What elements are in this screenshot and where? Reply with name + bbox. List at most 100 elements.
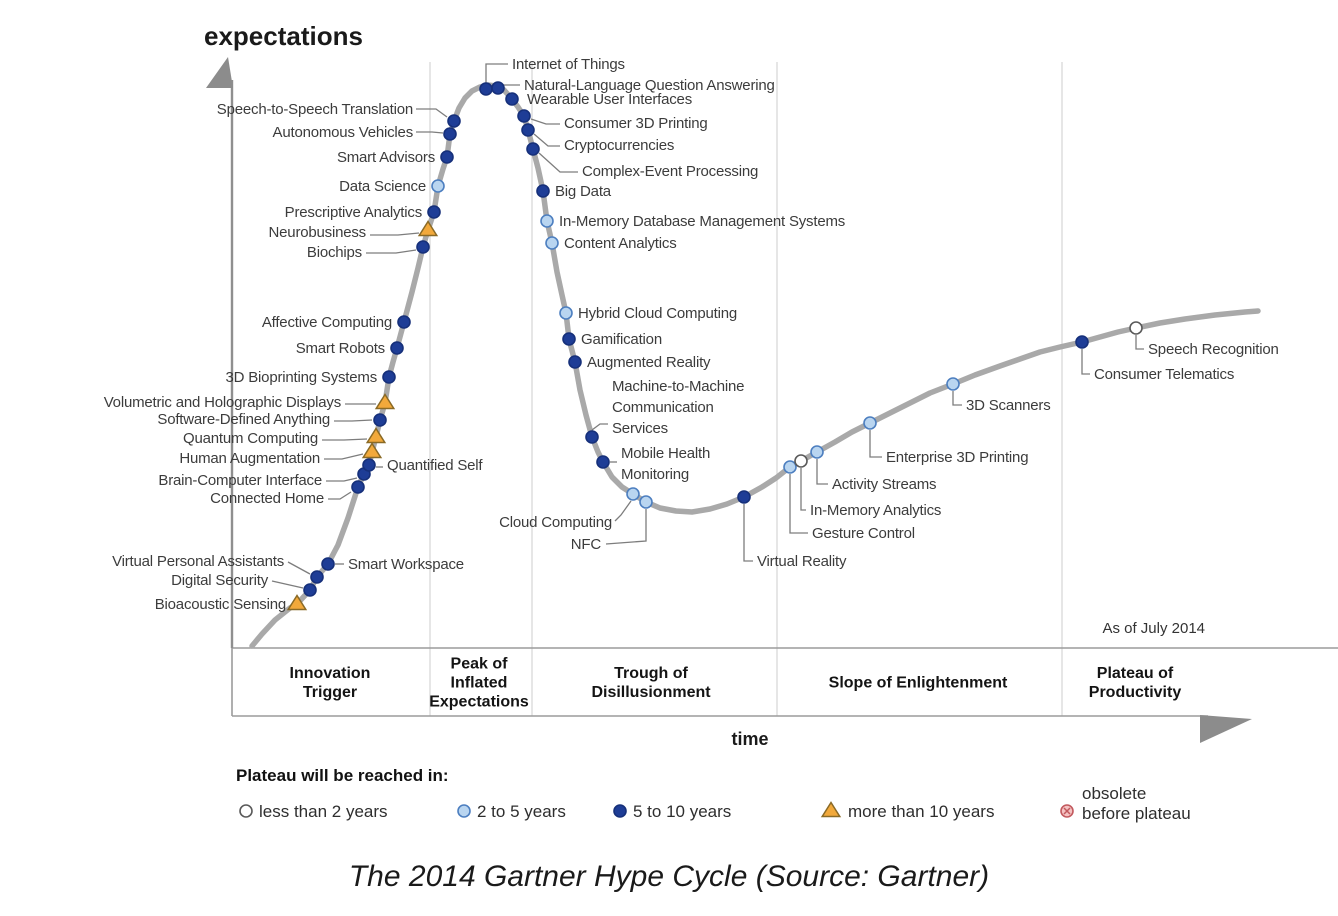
leader-machine-to-machine-communication-services [591, 423, 608, 431]
as-of-date: As of July 2014 [1102, 620, 1205, 637]
label-gamification: Gamification [581, 331, 662, 348]
marker-bioacoustic-sensing [286, 594, 308, 611]
label-quantified-self: Quantified Self [387, 457, 483, 474]
label-consumer-telematics: Consumer Telematics [1094, 366, 1234, 383]
label-virtual-reality: Virtual Reality [757, 553, 847, 570]
phase-label-plateau-of-productivity: Plateau of Productivity [1089, 665, 1182, 701]
marker-complex-event-processing [526, 142, 540, 156]
label-virtual-personal-assistants: Virtual Personal Assistants [112, 553, 284, 570]
marker-cloud-computing [626, 487, 640, 501]
legend-less-than-2-years-icon [239, 804, 253, 818]
leader-speech-recognition [1135, 335, 1144, 350]
label-cloud-computing: Cloud Computing [499, 514, 612, 531]
marker-virtual-personal-assistants [310, 570, 324, 584]
marker-volumetric-and-holographic-displays [374, 393, 396, 410]
marker-cryptocurrencies [521, 123, 535, 137]
legend-label-5-to-10-years: 5 to 10 years [633, 802, 731, 821]
leader-complex-event-processing [538, 152, 578, 173]
leader-software-defined-anything [334, 419, 373, 422]
leader-quantum-computing [322, 438, 368, 441]
marker-gamification [562, 332, 576, 346]
marker-affective-computing [397, 315, 411, 329]
label-affective-computing: Affective Computing [262, 314, 392, 331]
leader-virtual-personal-assistants [287, 561, 311, 575]
leader-cryptocurrencies [533, 133, 560, 147]
label-smart-advisors: Smart Advisors [337, 149, 435, 166]
label-natural-language-question-answering: Natural-Language Question Answering [524, 77, 775, 94]
x-axis-label: time [731, 729, 768, 749]
leader-nfc [605, 509, 647, 545]
marker-prescriptive-analytics [427, 205, 441, 219]
leader-internet-of-things [485, 63, 508, 85]
marker-nfc [639, 495, 653, 509]
label-speech-to-speech-translation: Speech-to-Speech Translation [217, 101, 413, 118]
leader-autonomous-vehicles [416, 131, 444, 134]
marker-human-augmentation [361, 442, 383, 459]
leader-activity-streams [816, 459, 828, 485]
label-cryptocurrencies: Cryptocurrencies [564, 137, 674, 154]
label-software-defined-anything: Software-Defined Anything [157, 411, 330, 428]
marker-mobile-health-monitoring [596, 455, 610, 469]
marker-machine-to-machine-communication-services [585, 430, 599, 444]
marker-augmented-reality [568, 355, 582, 369]
leader-consumer-3d-printing [530, 118, 560, 125]
legend-more-than-10-years-icon [820, 801, 842, 818]
label-complex-event-processing: Complex-Event Processing [582, 163, 758, 180]
marker-neurobusiness [417, 220, 439, 237]
marker-consumer-telematics [1075, 335, 1089, 349]
phase-label-slope-of-enlightenment: Slope of Enlightenment [829, 675, 1008, 692]
leader-enterprise-3d-printing [869, 430, 882, 458]
label-digital-security: Digital Security [171, 572, 269, 589]
label-smart-workspace: Smart Workspace [348, 556, 464, 573]
legend-5-to-10-years-icon [613, 804, 627, 818]
label-3d-scanners: 3D Scanners [966, 397, 1051, 414]
legend-label-more-than-10-years: more than 10 years [848, 802, 994, 821]
label-augmented-reality: Augmented Reality [587, 354, 711, 371]
marker-connected-home [351, 480, 365, 494]
label-in-memory-database-management-systems: In-Memory Database Management Systems [559, 213, 845, 230]
leader-human-augmentation [324, 453, 364, 460]
y-axis-arrow-icon [206, 57, 233, 88]
label-internet-of-things: Internet of Things [512, 56, 625, 73]
marker-natural-language-question-answering [491, 81, 505, 95]
label-neurobusiness: Neurobusiness [269, 224, 366, 241]
marker-enterprise-3d-printing [863, 416, 877, 430]
label-human-augmentation: Human Augmentation [179, 450, 320, 467]
label-wearable-user-interfaces: Wearable User Interfaces [527, 91, 692, 108]
marker-big-data [536, 184, 550, 198]
marker-hybrid-cloud-computing [559, 306, 573, 320]
label-data-science: Data Science [339, 178, 426, 195]
label-activity-streams: Activity Streams [832, 476, 936, 493]
label-gesture-control: Gesture Control [812, 525, 915, 542]
hype-cycle-chart: expectations time As of July 2014 Innovatio… [104, 21, 1338, 823]
marker-3d-scanners [946, 377, 960, 391]
leader-gesture-control [789, 474, 808, 534]
label-machine-to-machine-communication-services: Machine-to-Machine Communication Services [612, 378, 744, 437]
marker-content-analytics [545, 236, 559, 250]
marker-digital-security [303, 583, 317, 597]
label-3d-bioprinting-systems: 3D Bioprinting Systems [226, 369, 378, 386]
marker-speech-to-speech-translation [447, 114, 461, 128]
marker-data-science [431, 179, 445, 193]
label-volumetric-and-holographic-displays: Volumetric and Holographic Displays [104, 394, 341, 411]
leader-3d-scanners [952, 391, 962, 406]
marker-smart-advisors [440, 150, 454, 164]
label-speech-recognition: Speech Recognition [1148, 341, 1279, 358]
label-quantum-computing: Quantum Computing [183, 430, 318, 447]
marker-wearable-user-interfaces [505, 92, 519, 106]
leader-virtual-reality [743, 504, 753, 562]
figure-caption: The 2014 Gartner Hype Cycle (Source: Gar… [348, 860, 990, 893]
legend-label-obsolete-before-plateau: obsolete before plateau [1082, 784, 1191, 823]
label-in-memory-analytics: In-Memory Analytics [810, 502, 941, 519]
legend-heading: Plateau will be reached in: [236, 766, 449, 785]
label-smart-robots: Smart Robots [296, 340, 385, 357]
marker-in-memory-database-management-systems [540, 214, 554, 228]
y-axis-label: expectations [204, 21, 363, 51]
label-autonomous-vehicles: Autonomous Vehicles [273, 124, 413, 141]
label-hybrid-cloud-computing: Hybrid Cloud Computing [578, 305, 737, 322]
leader-consumer-telematics [1081, 349, 1090, 375]
leader-brain-computer-interface [326, 477, 358, 482]
marker-gesture-control [783, 460, 797, 474]
label-connected-home: Connected Home [210, 490, 324, 507]
